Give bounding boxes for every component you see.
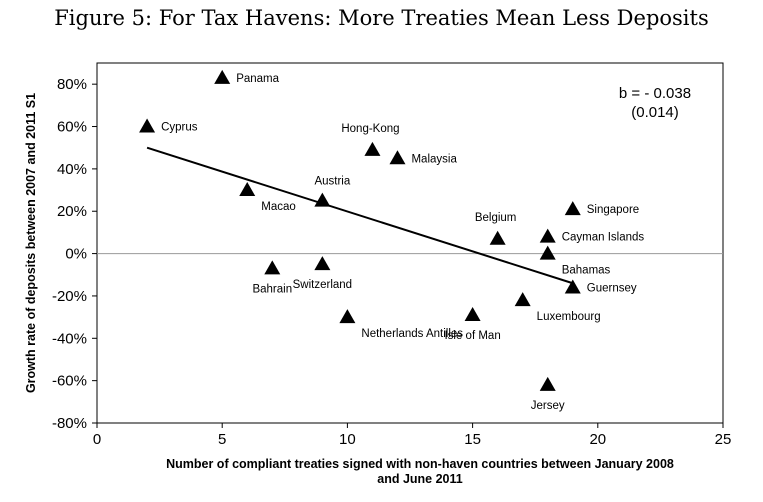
marks-group bbox=[139, 69, 581, 391]
point-label: Belgium bbox=[475, 212, 517, 224]
point-label: Hong-Kong bbox=[341, 123, 399, 135]
coefficient-annotation: b = - 0.038 bbox=[619, 85, 691, 102]
point-marker-bahrain bbox=[264, 260, 281, 275]
point-marker-singapore bbox=[564, 201, 581, 216]
y-tick-label: -40% bbox=[52, 330, 87, 347]
figure-title: Figure 5: For Tax Havens: More Treaties … bbox=[54, 6, 709, 30]
y-tick-label: -80% bbox=[52, 415, 87, 432]
point-marker-guernsey bbox=[564, 279, 581, 294]
y-axis-title: Growth rate of deposits between 2007 and… bbox=[24, 93, 38, 393]
y-tick-label: -60% bbox=[52, 373, 87, 390]
y-tick-label: 20% bbox=[57, 203, 87, 220]
point-label: Netherlands Antilles bbox=[361, 328, 463, 340]
point-marker-cyprus bbox=[139, 118, 156, 133]
point-label: Macao bbox=[261, 201, 296, 213]
point-marker-bahamas bbox=[539, 245, 556, 260]
point-marker-hong-kong bbox=[364, 141, 381, 156]
point-label: Cyprus bbox=[161, 122, 198, 134]
point-label: Switzerland bbox=[293, 279, 352, 291]
standard-error-annotation: (0.014) bbox=[631, 104, 679, 121]
point-marker-luxembourg bbox=[514, 292, 531, 307]
point-marker-cayman-islands bbox=[539, 228, 556, 243]
x-tick-label: 0 bbox=[93, 431, 101, 448]
x-tick-label: 25 bbox=[715, 431, 732, 448]
x-tick-label: 15 bbox=[464, 431, 481, 448]
point-marker-malaysia bbox=[389, 150, 406, 165]
y-tick-label: 40% bbox=[57, 161, 87, 178]
x-tick-label: 10 bbox=[339, 431, 356, 448]
y-tick-label: -20% bbox=[52, 288, 87, 305]
point-marker-belgium bbox=[489, 230, 506, 245]
point-label: Austria bbox=[314, 176, 350, 188]
point-marker-jersey bbox=[539, 376, 556, 391]
x-tick-label: 5 bbox=[218, 431, 226, 448]
point-label: Cayman Islands bbox=[562, 232, 645, 244]
plot-frame bbox=[96, 62, 724, 424]
point-label: Isle of Man bbox=[444, 330, 500, 342]
regression-line bbox=[146, 146, 574, 285]
point-label: Malaysia bbox=[411, 153, 457, 165]
point-marker-isle-of-man bbox=[464, 307, 481, 321]
point-marker-panama bbox=[214, 69, 231, 84]
axes-group: -80% -60% -40% -20% 0% 20% 40% 60% 80% 0 5 10 15 20 25… bbox=[24, 62, 732, 486]
point-label: Jersey bbox=[531, 400, 565, 412]
y-tick-label: 0% bbox=[65, 246, 87, 263]
point-label: Guernsey bbox=[587, 282, 637, 294]
point-marker-netherlands-antilles bbox=[339, 309, 356, 324]
point-label: Singapore bbox=[587, 204, 639, 216]
point-marker-switzerland bbox=[314, 256, 331, 271]
point-marker-austria bbox=[314, 192, 331, 207]
y-tick-label: 80% bbox=[57, 76, 87, 93]
labels-group: Panama Cyprus Hong-Kong Malaysia Macao Austri… bbox=[161, 73, 691, 412]
point-label: Bahrain bbox=[252, 283, 292, 295]
point-label: Luxembourg bbox=[537, 311, 601, 323]
point-label: Bahamas bbox=[562, 265, 611, 277]
point-label: Panama bbox=[236, 73, 279, 85]
x-axis-title-line2: and June 2011 bbox=[377, 472, 463, 486]
x-axis-title-line1: Number of compliant treaties signed with… bbox=[166, 457, 674, 471]
point-marker-macao bbox=[239, 182, 256, 197]
x-tick-label: 20 bbox=[589, 431, 606, 448]
y-tick-label: 60% bbox=[57, 119, 87, 136]
